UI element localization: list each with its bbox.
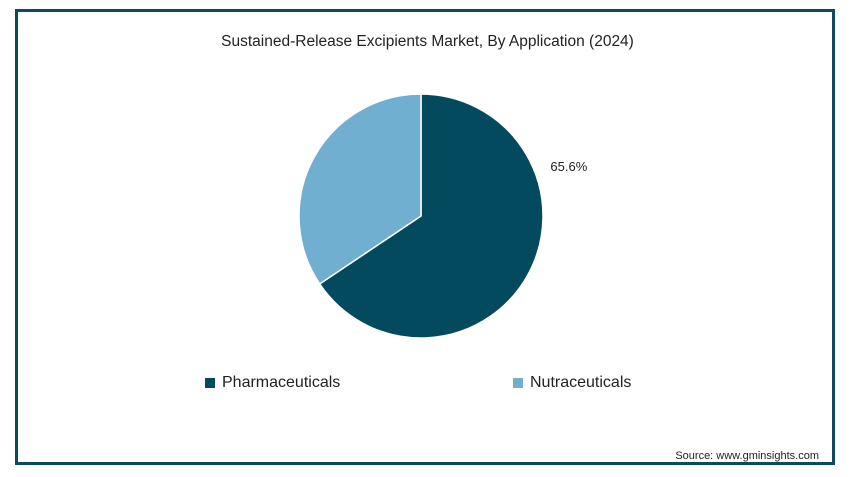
chart-title: Sustained-Release Excipients Market, By … [221,33,634,50]
legend-item-pharmaceuticals: Pharmaceuticals [205,374,340,392]
legend-swatch-nutraceuticals [513,378,523,388]
pie-slice-pharmaceuticals [318,93,544,339]
pie-slice-nutraceuticals [298,93,422,285]
data-label-pharmaceuticals: 65.6% [550,159,587,174]
legend-item-nutraceuticals: Nutraceuticals [513,374,631,392]
legend-swatch-pharmaceuticals [205,378,215,388]
legend-label-nutraceuticals: Nutraceuticals [530,374,632,391]
source-note: Source: www.gminsights.com [675,450,819,462]
legend-label-pharmaceuticals: Pharmaceuticals [222,374,341,391]
